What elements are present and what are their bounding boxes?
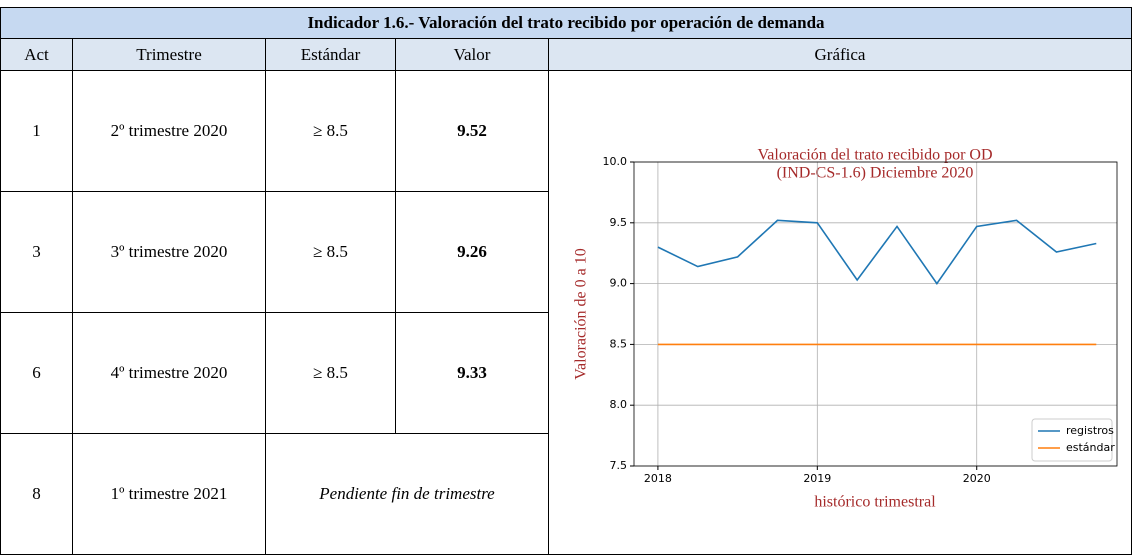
y-axis-label: Valoración de 0 a 10 <box>573 248 590 380</box>
legend-box <box>1031 418 1113 462</box>
cell: ≥ 8.5 <box>265 191 396 313</box>
cell: 3º trimestre 2020 <box>72 191 266 313</box>
cell: 2º trimestre 2020 <box>72 70 266 192</box>
page: Indicador 1.6.- Valoración del trato rec… <box>0 7 1132 555</box>
cell: 9.33 <box>395 312 549 434</box>
y-tick-label: 9.0 <box>610 277 628 290</box>
cell: 8 <box>0 433 73 555</box>
chart-cell <box>548 70 1132 555</box>
y-tick-label: 7.5 <box>610 459 628 472</box>
chart-title: Valoración del trato recibido por OD <box>757 147 992 164</box>
cell: 9.26 <box>395 191 549 313</box>
x-tick-label: 2020 <box>963 472 991 485</box>
header-cell: Estándar <box>265 38 396 71</box>
header-cell: Gráfica <box>548 38 1132 71</box>
cell: ≥ 8.5 <box>265 312 396 434</box>
y-tick-label: 10.0 <box>603 155 628 168</box>
x-tick-label: 2018 <box>644 472 672 485</box>
cell: 3 <box>0 191 73 313</box>
series-line <box>657 219 1097 285</box>
cell: ≥ 8.5 <box>265 70 396 192</box>
plot-frame <box>633 161 1118 467</box>
cell: 4º trimestre 2020 <box>72 312 266 434</box>
y-tick-label: 9.5 <box>610 216 628 229</box>
y-tick-label: 8.5 <box>610 337 628 350</box>
table-title: Indicador 1.6.- Valoración del trato rec… <box>0 7 1132 39</box>
chart: Valoración del trato recibido por OD (IN… <box>573 147 1118 511</box>
header-cell: Valor <box>395 38 549 71</box>
legend-label: estándar <box>1066 441 1115 454</box>
y-tick-label: 8.0 <box>610 398 628 411</box>
chart-title: (IND-CS-1.6) Diciembre 2020 <box>777 165 974 182</box>
cell: 1 <box>0 70 73 192</box>
x-tick-label: 2019 <box>803 472 831 485</box>
cell: 9.52 <box>395 70 549 192</box>
x-axis-label: histórico trimestral <box>814 494 936 511</box>
legend-label: registros <box>1066 424 1114 437</box>
